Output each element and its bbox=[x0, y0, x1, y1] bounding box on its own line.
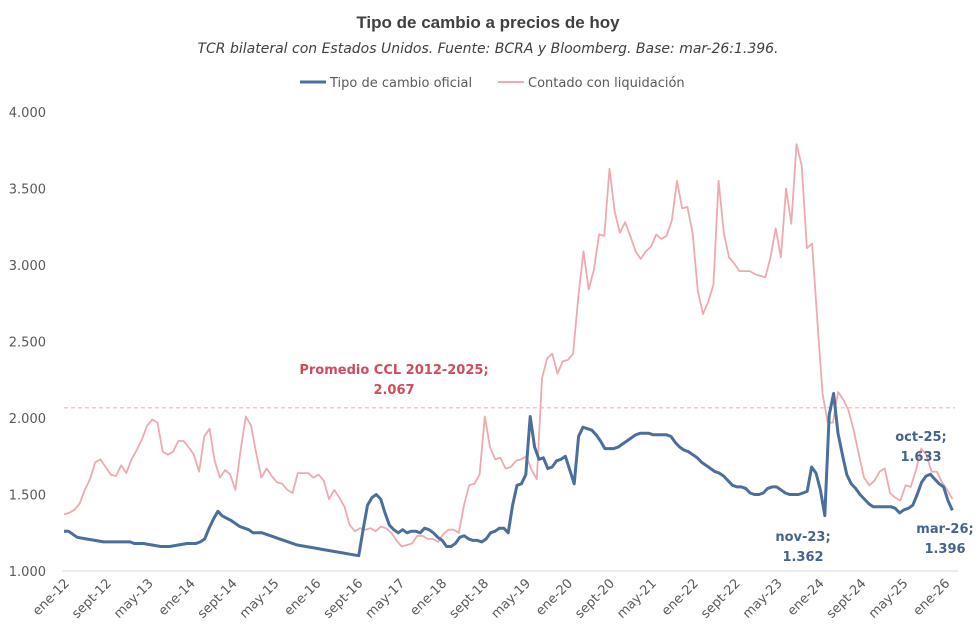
legend-label-ccl: Contado con liquidación bbox=[528, 76, 685, 91]
x-tick-label: may-19 bbox=[489, 576, 534, 621]
x-tick-label: sept-22 bbox=[698, 576, 744, 622]
y-tick-label: 4.000 bbox=[9, 106, 46, 121]
x-tick-label: ene-12 bbox=[30, 576, 73, 619]
y-tick-label: 2.000 bbox=[9, 412, 46, 427]
annotation-oct25-label: oct-25; bbox=[895, 430, 947, 445]
x-tick-label: ene-24 bbox=[785, 576, 828, 619]
annotation-mar26-label: mar-26; bbox=[916, 522, 973, 537]
x-tick-label: sept-24 bbox=[824, 576, 870, 622]
annotation-nov23-value: 1.362 bbox=[782, 550, 823, 565]
legend-label-oficial: Tipo de cambio oficial bbox=[329, 76, 472, 91]
x-tick-label: ene-16 bbox=[282, 576, 325, 619]
x-tick-label: ene-20 bbox=[533, 576, 576, 619]
y-tick-label: 3.000 bbox=[9, 259, 46, 274]
x-tick-label: may-21 bbox=[614, 576, 659, 621]
annotation-promedio-value: 2.067 bbox=[373, 383, 414, 398]
chart-subtitle: TCR bilateral con Estados Unidos. Fuente… bbox=[197, 41, 778, 57]
x-tick-label: may-17 bbox=[363, 576, 408, 621]
x-tick-label: may-13 bbox=[111, 576, 156, 621]
x-tick-label: ene-18 bbox=[407, 576, 450, 619]
x-tick-label: ene-22 bbox=[659, 576, 702, 619]
x-tick-label: may-15 bbox=[237, 576, 282, 621]
series-line-tipo-de-cambio-oficial bbox=[64, 392, 954, 558]
x-tick-label: ene-14 bbox=[156, 576, 199, 619]
annotation-nov23-label: nov-23; bbox=[775, 530, 830, 545]
y-tick-label: 2.500 bbox=[9, 336, 46, 351]
x-tick-label: may-23 bbox=[740, 576, 785, 621]
chart-title: Tipo de cambio a precios de hoy bbox=[356, 13, 620, 32]
series-line-contado-con-liquidacion bbox=[63, 143, 954, 548]
annotation-oct25-value: 1.633 bbox=[900, 450, 941, 465]
x-tick-label: sept-14 bbox=[195, 576, 241, 622]
x-tick-label: sept-20 bbox=[572, 576, 618, 622]
x-tick-label: sept-12 bbox=[69, 576, 115, 622]
y-tick-label: 1.500 bbox=[9, 489, 46, 504]
y-axis-ticks: 1.000 1.500 2.000 2.500 3.000 3.500 4.000 bbox=[9, 106, 46, 580]
x-tick-label: may-25 bbox=[866, 576, 911, 621]
y-tick-label: 1.000 bbox=[9, 565, 46, 580]
x-tick-label: ene-26 bbox=[911, 576, 954, 619]
annotation-promedio-label: Promedio CCL 2012-2025; bbox=[299, 363, 488, 378]
y-tick-label: 3.500 bbox=[9, 183, 46, 198]
annotation-mar26-value: 1.396 bbox=[924, 542, 965, 557]
x-tick-label: sept-16 bbox=[321, 576, 367, 622]
legend: Tipo de cambio oficial Contado con liqui… bbox=[300, 76, 685, 91]
x-tick-label: sept-18 bbox=[447, 576, 493, 622]
